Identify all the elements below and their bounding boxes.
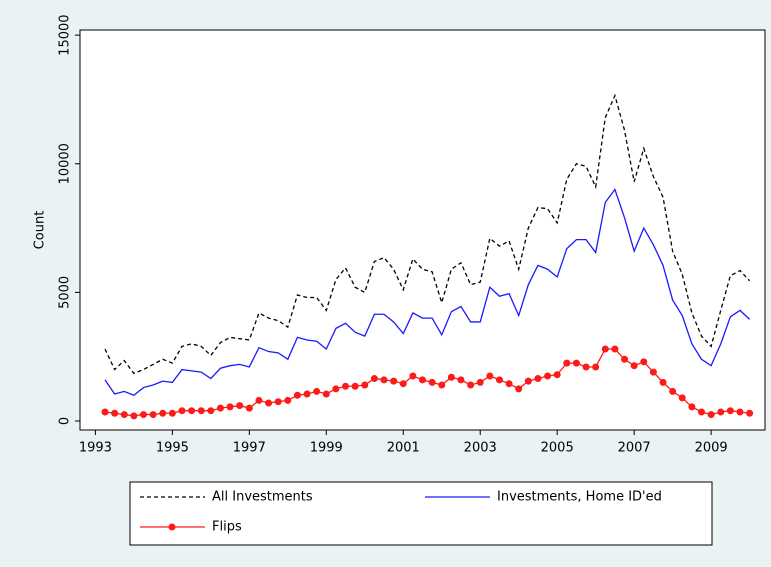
- data-point: [524, 377, 532, 385]
- data-point: [370, 375, 378, 383]
- y-tick-label: 0: [58, 417, 73, 425]
- data-point: [726, 407, 734, 415]
- data-point: [130, 412, 138, 420]
- data-point: [342, 382, 350, 390]
- y-tick-label: 5000: [58, 276, 73, 309]
- data-point: [572, 359, 580, 367]
- data-point: [534, 375, 542, 383]
- legend-label: All Investments: [212, 490, 313, 505]
- data-point: [688, 403, 696, 411]
- data-point: [168, 409, 176, 417]
- legend-marker: [168, 523, 176, 531]
- data-point: [274, 398, 282, 406]
- data-point: [505, 380, 513, 388]
- data-point: [399, 380, 407, 388]
- data-point: [207, 407, 215, 415]
- data-point: [495, 376, 503, 384]
- y-axis-label: Count: [33, 211, 48, 250]
- legend-label: Investments, Home ID'ed: [497, 490, 662, 505]
- data-point: [601, 345, 609, 353]
- data-point: [390, 377, 398, 385]
- data-point: [245, 404, 253, 412]
- data-point: [467, 381, 475, 389]
- x-tick-label: 2001: [387, 441, 420, 456]
- data-point: [197, 407, 205, 415]
- series-line: [104, 188, 751, 397]
- data-point: [178, 407, 186, 415]
- data-point: [621, 355, 629, 363]
- plot-area: [79, 29, 766, 431]
- data-point: [476, 378, 484, 386]
- data-point: [659, 378, 667, 386]
- data-point: [265, 399, 273, 407]
- data-point: [351, 382, 359, 390]
- x-tick-label: 1995: [156, 441, 189, 456]
- data-point: [419, 376, 426, 384]
- data-point: [457, 376, 465, 384]
- data-point: [544, 372, 552, 380]
- data-point: [438, 381, 446, 389]
- data-point: [284, 396, 292, 404]
- data-point: [707, 411, 715, 419]
- data-point: [322, 390, 330, 398]
- data-point: [361, 381, 369, 389]
- data-point: [717, 408, 725, 416]
- data-point: [736, 408, 744, 416]
- data-point: [101, 408, 109, 416]
- legend-label: Flips: [212, 520, 242, 535]
- data-point: [188, 407, 196, 415]
- data-point: [159, 409, 167, 417]
- data-point: [226, 403, 234, 411]
- data-point: [380, 376, 388, 384]
- data-point: [678, 394, 686, 402]
- data-point: [139, 411, 147, 419]
- data-point: [216, 404, 224, 412]
- x-tick-label: 2003: [464, 441, 497, 456]
- x-tick-label: 1999: [310, 441, 343, 456]
- data-point: [611, 345, 619, 353]
- data-point: [120, 411, 128, 419]
- legend: [129, 481, 713, 546]
- data-point: [630, 362, 638, 370]
- x-tick-label: 2007: [618, 441, 651, 456]
- data-point: [236, 402, 244, 410]
- data-point: [293, 391, 301, 399]
- y-tick-label: 15000: [58, 14, 73, 55]
- series-line: [104, 93, 751, 375]
- data-point: [149, 411, 157, 419]
- x-tick-label: 1993: [79, 441, 112, 456]
- data-point: [582, 363, 590, 371]
- data-point: [332, 385, 340, 393]
- data-point: [255, 396, 263, 404]
- x-tick-label: 1997: [233, 441, 266, 456]
- data-point: [553, 371, 561, 379]
- data-point: [649, 368, 657, 376]
- data-point: [698, 408, 706, 416]
- y-tick-label: 10000: [58, 143, 73, 184]
- x-tick-label: 2009: [695, 441, 728, 456]
- data-point: [313, 387, 321, 395]
- data-point: [563, 359, 571, 367]
- data-point: [592, 363, 600, 371]
- data-point: [111, 409, 119, 417]
- data-point: [669, 387, 677, 395]
- data-point: [640, 358, 648, 366]
- data-point: [303, 390, 311, 398]
- data-point: [447, 373, 455, 381]
- data-point: [486, 372, 494, 380]
- data-point: [515, 385, 523, 393]
- data-point: [746, 409, 754, 417]
- x-tick-label: 2005: [541, 441, 574, 456]
- data-point: [409, 372, 417, 380]
- data-point: [428, 378, 436, 386]
